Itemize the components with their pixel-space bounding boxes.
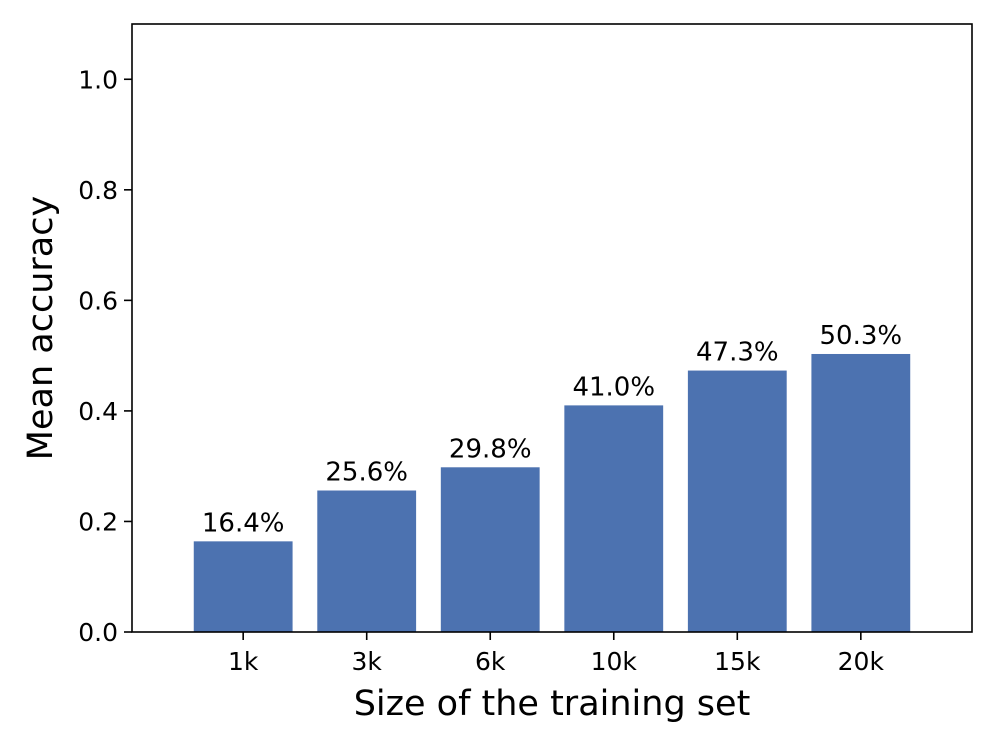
data-label-10k: 41.0% [572, 372, 655, 402]
x-tick-label-20k: 20k [838, 647, 885, 676]
y-tick-label-0.0: 0.0 [78, 618, 118, 647]
bars-group [193, 353, 911, 632]
data-labels-group: 16.4% 25.6% 29.8% 41.0% 47.3% 50.3% [202, 321, 902, 538]
data-label-1k: 16.4% [202, 508, 285, 538]
x-axis-title: Size of the training set [354, 684, 751, 724]
x-tick-label-6k: 6k [475, 647, 506, 676]
x-axis: 1k 3k 6k 10k 15k 20k [228, 632, 884, 676]
y-tick-label-0.8: 0.8 [78, 176, 118, 205]
bar-6k [440, 467, 540, 632]
y-axis-title: Mean accuracy [21, 196, 61, 460]
bar-1k [193, 541, 293, 632]
bar-15k [687, 370, 787, 632]
data-label-3k: 25.6% [325, 458, 408, 488]
data-label-20k: 50.3% [820, 321, 903, 351]
y-tick-label-0.6: 0.6 [78, 286, 118, 315]
y-tick-label-0.4: 0.4 [78, 397, 118, 426]
y-tick-label-0.2: 0.2 [78, 507, 118, 536]
x-tick-label-15k: 15k [714, 647, 761, 676]
y-tick-label-1.0: 1.0 [78, 65, 118, 94]
bar-10k [564, 405, 664, 632]
data-label-6k: 29.8% [449, 434, 532, 464]
x-tick-label-3k: 3k [352, 647, 383, 676]
plot-frame [131, 23, 973, 633]
x-tick-label-10k: 10k [591, 647, 638, 676]
data-label-15k: 47.3% [696, 338, 779, 368]
y-axis: 0.0 0.2 0.4 0.6 0.8 1.0 [78, 65, 132, 647]
bar-3k [317, 490, 417, 632]
x-tick-label-1k: 1k [228, 647, 259, 676]
bar-20k [811, 353, 911, 632]
